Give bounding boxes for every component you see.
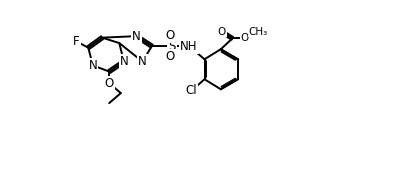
Text: O: O	[217, 26, 226, 36]
Text: Cl: Cl	[185, 84, 197, 97]
Text: N: N	[120, 55, 128, 68]
Text: N: N	[132, 30, 141, 43]
Text: N: N	[89, 59, 97, 72]
Text: NH: NH	[180, 40, 198, 53]
Text: O: O	[105, 77, 114, 90]
Text: O: O	[165, 50, 174, 63]
Text: CH₃: CH₃	[248, 26, 268, 36]
Text: N: N	[138, 55, 147, 68]
Text: O: O	[165, 29, 174, 42]
Text: S: S	[168, 40, 176, 53]
Text: O: O	[241, 33, 249, 43]
Text: F: F	[73, 35, 80, 48]
